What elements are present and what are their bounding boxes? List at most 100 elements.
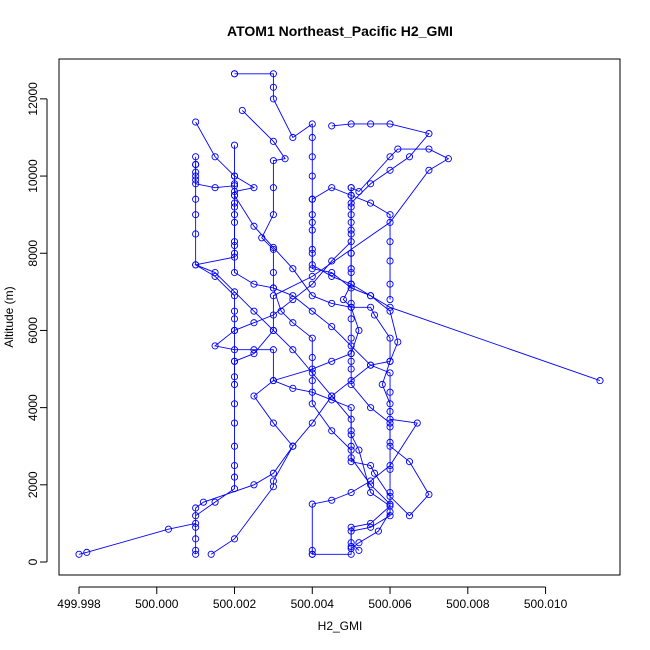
- data-point: [269, 268, 277, 277]
- data-point: [386, 508, 394, 516]
- data-point: [367, 361, 375, 369]
- data-point: [192, 261, 200, 269]
- data-point: [289, 384, 297, 392]
- data-point: [269, 70, 277, 78]
- data-point: [367, 523, 375, 531]
- data-point: [328, 299, 336, 307]
- x-tick-label: 500.002: [213, 597, 257, 611]
- data-point: [367, 481, 375, 489]
- data-series: [192, 160, 394, 554]
- data-point: [199, 498, 207, 506]
- data-point: [347, 458, 355, 466]
- data-point: [192, 230, 200, 238]
- data-point: [328, 257, 336, 265]
- series-layer: [75, 70, 604, 558]
- data-point: [308, 133, 316, 142]
- data-point: [308, 272, 316, 280]
- data-point: [269, 377, 277, 385]
- data-point: [230, 326, 239, 334]
- data-point: [230, 535, 239, 543]
- data-point: [289, 265, 297, 273]
- data-point: [192, 550, 200, 558]
- data-point: [308, 550, 316, 558]
- data-point: [230, 485, 239, 493]
- data-point: [211, 268, 219, 277]
- data-point: [386, 120, 394, 128]
- data-point: [269, 95, 277, 103]
- series-line: [195, 164, 391, 551]
- data-point: [289, 319, 297, 327]
- data-point: [328, 184, 336, 192]
- data-point: [269, 157, 277, 165]
- data-point: [211, 184, 219, 192]
- x-axis: 499.998 500.000 500.002 500.004 500.006 500.0…: [57, 586, 568, 611]
- data-point: [347, 544, 355, 553]
- data-point: [386, 388, 394, 396]
- data-point: [308, 172, 316, 180]
- y-tick-label: 2000: [26, 471, 40, 498]
- data-point: [367, 180, 375, 188]
- data-point: [238, 106, 246, 114]
- data-point: [367, 199, 375, 207]
- data-point: [367, 292, 375, 300]
- data-point: [83, 548, 91, 556]
- data-point: [250, 346, 258, 354]
- data-point: [347, 218, 355, 226]
- data-point: [207, 550, 215, 558]
- data-point: [192, 512, 200, 520]
- data-point: [308, 218, 316, 226]
- data-point: [367, 461, 375, 470]
- data-point: [355, 326, 363, 334]
- data-point: [386, 369, 394, 377]
- data-point: [386, 303, 394, 311]
- data-point: [347, 268, 355, 277]
- data-point: [289, 296, 297, 304]
- series-line: [311, 187, 601, 382]
- data-point: [250, 319, 258, 327]
- y-tick-label: 4000: [26, 394, 40, 421]
- data-point: [230, 357, 239, 365]
- y-tick-label: 6000: [26, 317, 40, 344]
- data-point: [347, 350, 355, 358]
- data-point: [386, 307, 394, 315]
- data-point: [192, 211, 200, 219]
- data-point: [405, 153, 414, 161]
- x-tick-label: 500.000: [135, 597, 179, 611]
- data-point: [328, 357, 336, 365]
- data-point: [308, 334, 316, 342]
- data-point: [230, 307, 239, 315]
- data-point: [230, 141, 239, 149]
- data-point: [269, 184, 277, 192]
- y-tick-label: 8000: [26, 240, 40, 267]
- data-point: [367, 488, 375, 497]
- data-point: [269, 419, 277, 427]
- series-line: [234, 145, 391, 549]
- data-point: [192, 504, 200, 512]
- data-point: [230, 473, 239, 481]
- data-point: [328, 427, 336, 435]
- data-point: [308, 153, 316, 161]
- y-axis-label: Altitude (m): [2, 286, 16, 347]
- data-point: [230, 461, 239, 470]
- data-point: [355, 446, 363, 454]
- data-point: [250, 392, 258, 400]
- data-point: [230, 292, 239, 300]
- data-point: [308, 419, 316, 427]
- y-tick-label: 12000: [26, 82, 40, 116]
- data-point: [347, 415, 355, 423]
- data-point: [394, 145, 402, 153]
- data-point: [355, 187, 363, 196]
- y-axis: 0 2000 4000 6000 8000 10000 12000: [26, 82, 48, 565]
- data-point: [192, 176, 200, 184]
- data-point: [269, 245, 277, 253]
- data-point: [269, 326, 277, 334]
- data-point: [425, 166, 433, 174]
- data-point: [308, 400, 316, 408]
- data-point: [444, 155, 452, 163]
- data-point: [328, 496, 336, 504]
- data-point: [386, 153, 394, 161]
- data-point: [230, 180, 239, 188]
- data-point: [308, 369, 316, 377]
